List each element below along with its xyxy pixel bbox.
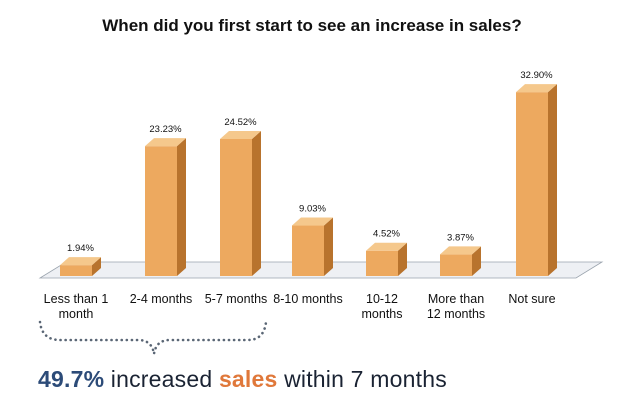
category-label: 10-12 months <box>361 292 403 321</box>
data-label: 24.52% <box>224 117 257 128</box>
bar-top <box>60 257 101 266</box>
category-label: Not sure <box>508 292 556 306</box>
curly-bracket <box>38 320 268 355</box>
data-label: 1.94% <box>67 243 94 254</box>
callout-percent: 49.7% <box>38 366 105 392</box>
bar <box>366 242 407 276</box>
bar-top <box>220 130 261 139</box>
bar <box>145 138 186 276</box>
bar-front <box>220 138 252 276</box>
bar-top <box>516 84 557 93</box>
data-label: 4.52% <box>373 229 400 240</box>
bar-side <box>92 257 101 276</box>
bar <box>440 246 481 276</box>
data-label: 9.03% <box>299 204 326 215</box>
category-label: Less than 1 month <box>43 292 109 321</box>
category-label: More than 12 months <box>426 292 486 321</box>
bars-group <box>60 84 557 276</box>
bar-top <box>366 242 407 251</box>
bar-side <box>472 246 481 276</box>
category-label: 5-7 months <box>204 292 268 306</box>
bar <box>220 130 261 276</box>
bar-side <box>324 217 333 276</box>
bar-top <box>292 217 333 226</box>
chart-title: When did you first start to see an incre… <box>102 16 522 35</box>
bar-front <box>516 92 548 276</box>
bar-side <box>252 130 261 276</box>
category-label: 8-10 months <box>273 292 343 306</box>
bar <box>292 217 333 276</box>
bar <box>60 257 101 276</box>
data-labels-group: 1.94% 23.23% 24.52% 9.03% 4.52% 3.87% 32.90% <box>67 70 553 254</box>
bar-front <box>366 250 398 276</box>
callout-text-part2: within 7 months <box>277 366 447 392</box>
bar-front <box>60 265 92 276</box>
callout-text: 49.7% increased sales within 7 months <box>38 366 447 393</box>
bar-side <box>177 138 186 276</box>
callout-bracket <box>38 320 268 355</box>
category-label: 2-4 months <box>129 292 193 306</box>
bar-side <box>398 242 407 276</box>
data-label: 3.87% <box>447 232 474 243</box>
data-label: 32.90% <box>520 70 553 81</box>
bar-side <box>548 84 557 276</box>
bar-top <box>440 246 481 255</box>
data-label: 23.23% <box>149 124 182 135</box>
bar-top <box>145 138 186 147</box>
bar-front <box>292 225 324 276</box>
callout-accent-word: sales <box>218 366 278 392</box>
bar-front <box>440 254 472 276</box>
bar-front <box>145 146 177 276</box>
callout-text-part1: increased <box>104 366 219 392</box>
bar <box>516 84 557 276</box>
